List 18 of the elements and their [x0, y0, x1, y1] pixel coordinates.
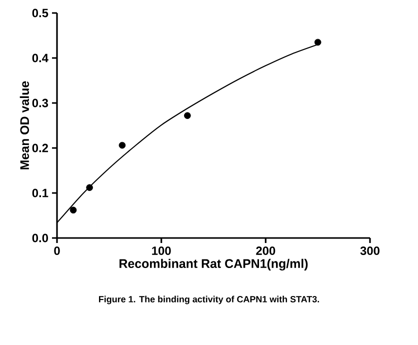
point	[118, 142, 126, 149]
x-tick-label: 300	[360, 246, 380, 256]
y-tick-label: 0.2	[32, 144, 48, 152]
point	[70, 206, 77, 214]
point	[184, 112, 191, 119]
y-tick-label: 0.5	[32, 8, 48, 18]
x-tick-label: 200	[256, 246, 276, 255]
caption: Figure 1. The binding activity of CAPN1 with STAT3.	[99, 296, 319, 304]
x-tick-label: 0	[54, 246, 60, 255]
y-tick-label: 0.0	[32, 234, 48, 242]
y-tick-label: 0.1	[32, 188, 48, 198]
point	[86, 184, 93, 191]
y-tick-label: 0.3	[32, 98, 48, 108]
point	[314, 38, 322, 46]
y-tick-label: 0.4	[32, 54, 48, 62]
y-axis-title: Mean OD value	[20, 81, 30, 170]
x-tick-label: 100	[152, 246, 171, 255]
x-axis-title: Recombinant Rat CAPN1(ng/ml)	[120, 258, 308, 271]
